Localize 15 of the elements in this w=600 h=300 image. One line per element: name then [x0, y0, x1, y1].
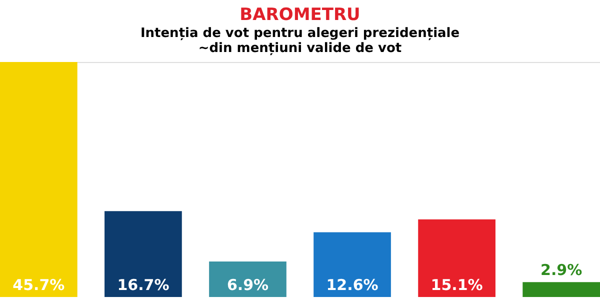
- data-label: 15.1%: [430, 276, 483, 294]
- chart-title: BAROMETRU: [240, 5, 360, 25]
- bar: [0, 62, 78, 297]
- data-label: 6.9%: [226, 276, 269, 294]
- bar: [418, 219, 496, 297]
- bar: [314, 232, 391, 297]
- data-label: 45.7%: [12, 276, 65, 294]
- text: ~din mențiuni valide de vot: [198, 41, 402, 56]
- data-label: 2.9%: [540, 261, 582, 280]
- data-label: 16.7%: [117, 276, 170, 294]
- bar: [209, 262, 286, 297]
- bar: [104, 211, 182, 297]
- bar: [522, 282, 600, 297]
- data-label: 12.6%: [326, 276, 378, 294]
- text: Intenția de vot pentru alegeri prezidențiale: [140, 26, 460, 41]
